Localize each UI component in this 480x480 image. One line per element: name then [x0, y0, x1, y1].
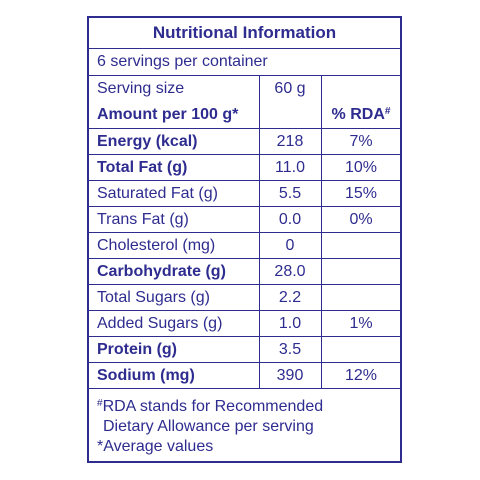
divider: [89, 75, 400, 76]
rda-header-mark: #: [384, 106, 391, 117]
nutrient-label: Total Fat (g): [97, 159, 188, 176]
nutrient-rda: [321, 285, 401, 311]
nutrient-rda: 10%: [344, 159, 378, 176]
divider: [89, 336, 400, 337]
nutrient-rda: 12%: [344, 367, 378, 384]
nutrient-rda: [321, 337, 401, 363]
divider: [89, 232, 400, 233]
nutrient-rda: [321, 259, 401, 285]
nutrient-value: 218: [276, 133, 304, 150]
nutrient-rda: [321, 233, 401, 259]
divider: [89, 206, 400, 207]
nutrient-row: Energy (kcal) 218 7%: [89, 129, 400, 155]
panel-title: Nutritional Information: [89, 18, 400, 49]
serving-size-value: 60 g: [274, 80, 306, 97]
nutrient-row: Cholesterol (mg) 0: [89, 233, 400, 259]
nutrient-value: 0.0: [278, 211, 302, 228]
nutrient-label: Carbohydrate (g): [97, 263, 226, 280]
nutrient-value: 11.0: [275, 159, 305, 176]
nutrient-row: Total Sugars (g) 2.2: [89, 285, 400, 311]
nutrient-label: Added Sugars (g): [97, 315, 223, 332]
nutrient-rda: 1%: [349, 315, 373, 332]
nutrient-label: Energy (kcal): [97, 133, 198, 150]
servings-per-container: 6 servings per container: [97, 53, 268, 70]
nutrient-row: Saturated Fat (g) 5.5 15%: [89, 181, 400, 207]
nutrient-value: 390: [276, 367, 304, 384]
serving-size-row: Serving size 60 g: [89, 76, 400, 102]
nutrient-row: Added Sugars (g) 1.0 1%: [89, 311, 400, 337]
column-divider: [321, 75, 322, 388]
nutrient-row: Carbohydrate (g) 28.0: [89, 259, 400, 285]
nutrient-row: Protein (g) 3.5: [89, 337, 400, 363]
nutrient-rda: 15%: [344, 185, 378, 202]
divider: [89, 388, 400, 389]
nutrient-value: 28.0: [274, 263, 306, 280]
footer-notes: #RDA stands for Recommended Dietary Allo…: [97, 397, 394, 457]
nutrient-value: 5.5: [278, 185, 302, 202]
nutrient-label: Sodium (mg): [97, 367, 195, 384]
nutrient-label: Cholesterol (mg): [97, 237, 216, 254]
serving-size-label: Serving size: [97, 80, 185, 97]
nutrient-label: Trans Fat (g): [97, 211, 189, 228]
nutrient-label: Total Sugars (g): [97, 289, 210, 306]
footer-line-1: RDA stands for Recommended: [102, 398, 324, 415]
amount-header-row: Amount per 100 g* % RDA#: [89, 102, 400, 128]
footer-line-3: *Average values: [97, 438, 214, 455]
nutrient-label: Saturated Fat (g): [97, 185, 218, 202]
amount-header-label: Amount per 100 g*: [97, 106, 239, 123]
nutrient-row: Sodium (mg) 390 12%: [89, 363, 400, 389]
divider: [89, 180, 400, 181]
rda-header-label: % RDA: [331, 106, 385, 123]
nutrient-value: 0: [285, 237, 295, 254]
column-divider: [259, 75, 260, 388]
divider: [89, 310, 400, 311]
footer-line-2: Dietary Allowance per serving: [103, 418, 314, 435]
divider: [89, 362, 400, 363]
nutrient-value: 3.5: [278, 341, 302, 358]
nutrient-rda: 0%: [349, 211, 373, 228]
footer-rda-mark: #: [97, 398, 103, 409]
nutrient-label: Protein (g): [97, 341, 177, 358]
divider: [89, 258, 400, 259]
nutrient-rda: 7%: [349, 133, 373, 150]
nutrient-value: 1.0: [278, 315, 302, 332]
rda-header: % RDA#: [321, 102, 401, 128]
divider: [89, 154, 400, 155]
footer-rda-note: #RDA stands for Recommended: [97, 397, 394, 417]
divider: [89, 284, 400, 285]
nutrient-value: 2.2: [278, 289, 302, 306]
divider: [89, 128, 400, 129]
nutrition-panel: Nutritional Information 6 servings per c…: [87, 16, 402, 463]
nutrient-row: Total Fat (g) 11.0 10%: [89, 155, 400, 181]
nutrient-row: Trans Fat (g) 0.0 0%: [89, 207, 400, 233]
